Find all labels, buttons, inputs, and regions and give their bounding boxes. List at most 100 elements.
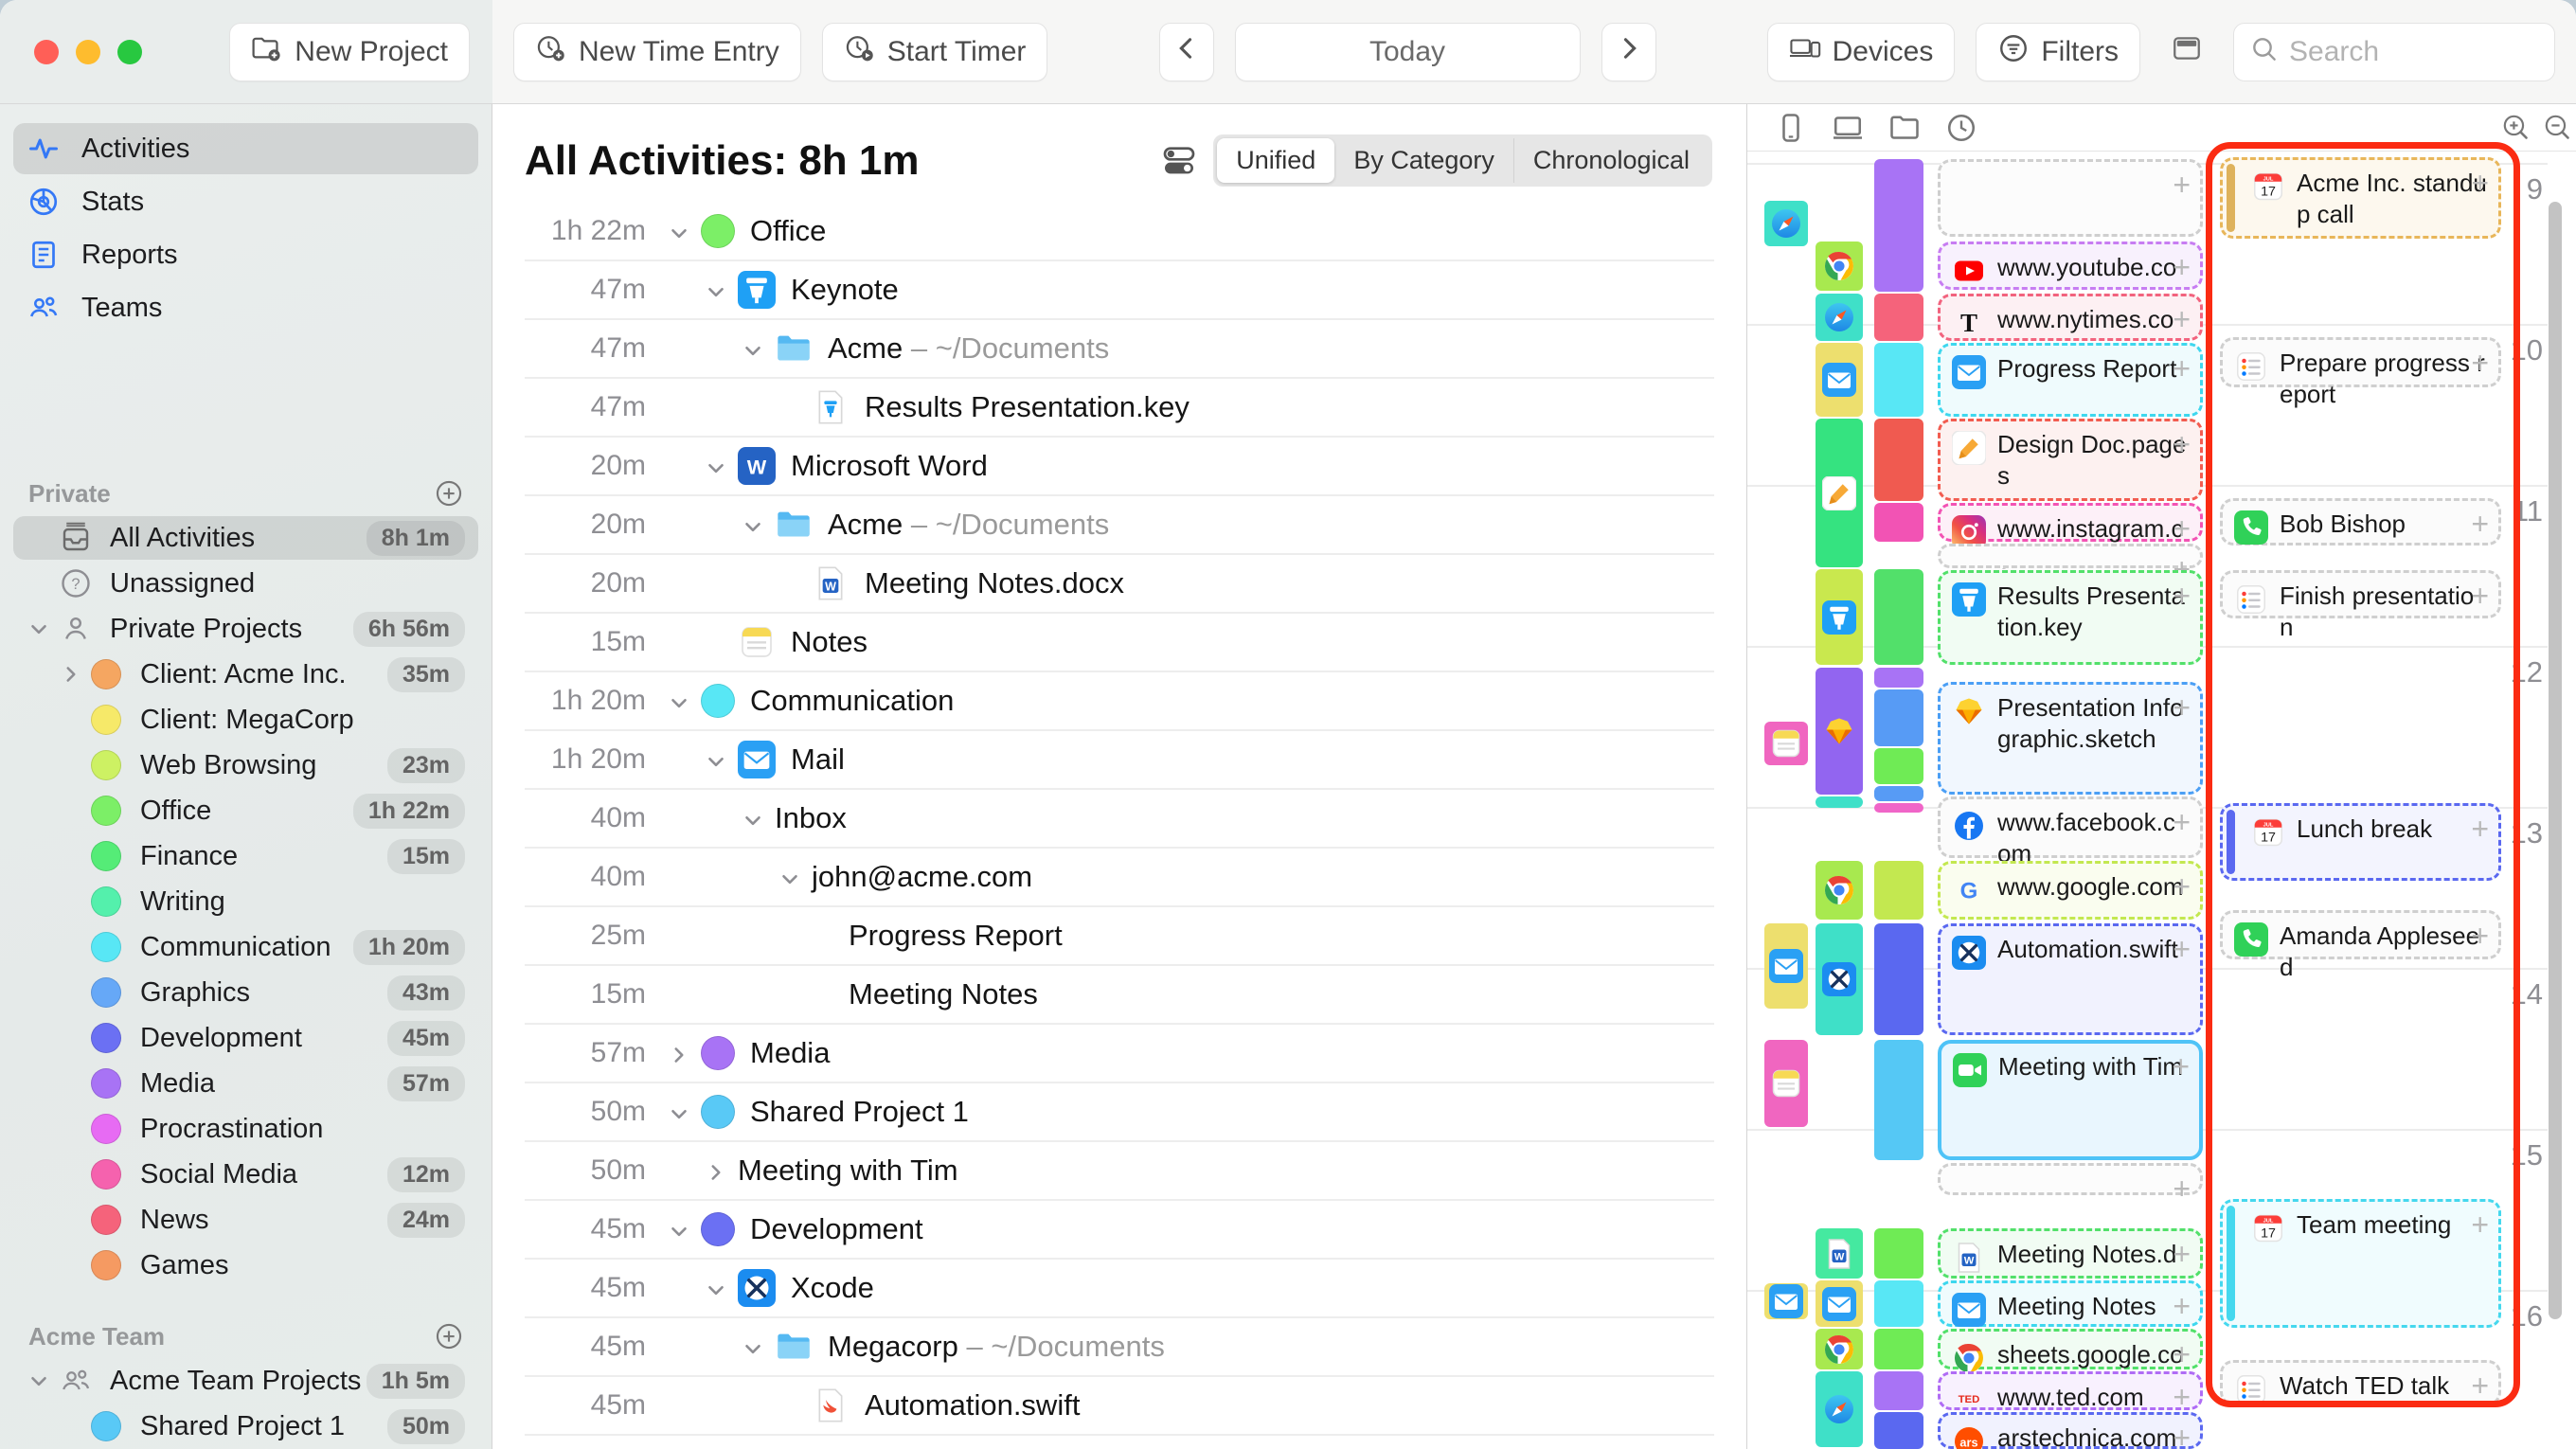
empty-time-slot[interactable]: + bbox=[1938, 159, 2203, 237]
add-plus-icon[interactable]: + bbox=[2471, 1208, 2489, 1242]
sidebar-item[interactable]: Games bbox=[13, 1243, 478, 1287]
mac-icon[interactable] bbox=[1831, 111, 1865, 145]
activity-row[interactable]: 57m Media bbox=[525, 1025, 1714, 1083]
timeline-event[interactable]: Presentation Infographic.sketch + bbox=[1938, 682, 2203, 795]
new-time-entry-button[interactable]: New Time Entry bbox=[513, 22, 801, 81]
empty-time-slot[interactable]: + bbox=[1938, 544, 2203, 584]
chevron-down-icon[interactable] bbox=[667, 689, 691, 713]
activity-row[interactable]: 25m Progress Report bbox=[525, 907, 1714, 966]
add-plus-icon[interactable]: + bbox=[2471, 919, 2489, 953]
timeline-event[interactable]: www.youtube.com+ bbox=[1938, 242, 2203, 313]
sidebar-item[interactable]: Social Media 12m bbox=[13, 1153, 478, 1196]
sidebar-item[interactable]: Office 1h 22m bbox=[13, 789, 478, 832]
activity-row[interactable]: 45m Automation.swift bbox=[525, 1377, 1714, 1436]
calendar-event[interactable]: Amanda Appleseed + bbox=[2220, 910, 2501, 981]
add-plus-icon[interactable]: + bbox=[2173, 690, 2191, 724]
timeline-event[interactable]: Progress Report + bbox=[1938, 343, 2203, 417]
sidebar-item[interactable]: Development 45m bbox=[13, 1016, 478, 1060]
sidebar-item[interactable]: ? Unassigned bbox=[13, 562, 478, 605]
view-mode-unified[interactable]: Unified bbox=[1217, 138, 1335, 183]
timeline-event[interactable]: www.instagram.com+ bbox=[1938, 503, 2203, 574]
sidebar-item[interactable]: Shared Project 1 50m bbox=[13, 1404, 478, 1448]
add-plus-icon[interactable]: + bbox=[2173, 168, 2191, 202]
search-field[interactable] bbox=[2233, 22, 2556, 81]
calendar-event[interactable]: Watch TED talk + bbox=[2220, 1360, 2501, 1405]
timeline-event[interactable]: ars arstechnica.com + bbox=[1938, 1412, 2203, 1449]
chevron-down-icon[interactable] bbox=[704, 1276, 728, 1300]
timeline-event[interactable]: Design Doc.pages + bbox=[1938, 419, 2203, 501]
zoom-out-icon[interactable] bbox=[2542, 112, 2573, 143]
chevron-down-icon[interactable] bbox=[741, 1334, 765, 1359]
previous-day-button[interactable] bbox=[1158, 22, 1214, 81]
activity-row[interactable]: 50m Meeting with Tim bbox=[525, 1142, 1714, 1201]
chevron-right-icon[interactable] bbox=[59, 662, 83, 687]
sidebar-item-reports[interactable]: Reports bbox=[13, 229, 478, 280]
activity-row[interactable]: 20m W Microsoft Word bbox=[525, 438, 1714, 496]
add-plus-icon[interactable]: + bbox=[2173, 932, 2191, 966]
chevron-down-icon[interactable] bbox=[667, 1217, 691, 1242]
add-plus-icon[interactable]: + bbox=[2471, 1368, 2489, 1403]
sidebar-item-activities[interactable]: Activities bbox=[13, 123, 478, 174]
timeline-event[interactable]: Automation.swift + bbox=[1938, 923, 2203, 1035]
chevron-down-icon[interactable] bbox=[741, 336, 765, 361]
add-plus-icon[interactable]: + bbox=[2173, 302, 2191, 336]
activity-row[interactable]: 45m Megacorp – ~/Documents bbox=[525, 1318, 1714, 1377]
sidebar-item[interactable]: Web Browsing 23m bbox=[13, 743, 478, 787]
iphone-icon[interactable] bbox=[1774, 111, 1808, 145]
search-input[interactable] bbox=[2289, 35, 2540, 68]
add-plus-icon[interactable]: + bbox=[2173, 1289, 2191, 1323]
timeline-event[interactable]: Meeting Notes + bbox=[1938, 1280, 2203, 1327]
minimize-button[interactable] bbox=[76, 39, 100, 64]
activity-row[interactable]: 1h 20m Communication bbox=[525, 672, 1714, 731]
sidebar-item[interactable]: Client: Acme Inc. 35m bbox=[13, 653, 478, 696]
activity-row[interactable]: 20m Acme – ~/Documents bbox=[525, 496, 1714, 555]
calendar-event[interactable]: Bob Bishop + bbox=[2220, 498, 2501, 546]
add-plus-icon[interactable]: + bbox=[2173, 427, 2191, 461]
activity-row[interactable]: 40m Inbox bbox=[525, 790, 1714, 849]
timeline-event[interactable]: sheets.google.com+ bbox=[1938, 1329, 2203, 1400]
activity-row[interactable]: 45m Development bbox=[525, 1201, 1714, 1260]
chevron-right-icon[interactable] bbox=[704, 1158, 728, 1183]
empty-time-slot[interactable]: + bbox=[1938, 1163, 2203, 1204]
sidebar-item[interactable]: Media 57m bbox=[13, 1062, 478, 1105]
activity-row[interactable]: 15m Meeting Notes bbox=[525, 966, 1714, 1025]
add-plus-icon[interactable]: + bbox=[2173, 579, 2191, 613]
activity-row[interactable]: 1h 22m Office bbox=[525, 203, 1714, 261]
calendar-event[interactable]: JUL 17 Acme Inc. standup call + bbox=[2220, 157, 2501, 239]
add-plus-icon[interactable]: + bbox=[2173, 250, 2191, 284]
folder-icon[interactable] bbox=[1887, 111, 1922, 145]
add-plus-icon[interactable]: + bbox=[2471, 166, 2489, 200]
add-plus-icon[interactable]: + bbox=[2173, 869, 2191, 903]
filters-button[interactable]: Filters bbox=[1976, 22, 2141, 81]
next-day-button[interactable] bbox=[1601, 22, 1656, 81]
sidebar-item-stats[interactable]: Stats bbox=[13, 176, 478, 227]
zoom-in-icon[interactable] bbox=[2500, 112, 2531, 143]
add-plus-icon[interactable]: + bbox=[2173, 1421, 2191, 1449]
sidebar-item[interactable]: Acme Team Projects 1h 5m bbox=[13, 1359, 478, 1403]
sidebar-item[interactable]: Procrastination bbox=[13, 1107, 478, 1151]
date-picker[interactable]: Today bbox=[1234, 22, 1581, 81]
sidebar-item[interactable]: Finance 15m bbox=[13, 834, 478, 878]
chevron-down-icon[interactable] bbox=[27, 1368, 51, 1393]
sidebar-item[interactable]: News 24m bbox=[13, 1198, 478, 1242]
activity-row[interactable]: 50m Shared Project 1 bbox=[525, 1083, 1714, 1142]
calendar-event[interactable]: Finish presentation + bbox=[2220, 570, 2501, 641]
view-mode-by-category[interactable]: By Category bbox=[1353, 146, 1494, 174]
add-plus-icon[interactable]: + bbox=[2172, 1049, 2190, 1083]
zoom-button[interactable] bbox=[117, 39, 142, 64]
activity-row[interactable]: 45m Xcode bbox=[525, 1260, 1714, 1318]
chevron-right-icon[interactable] bbox=[667, 1041, 691, 1065]
add-plus-icon[interactable]: + bbox=[2173, 1380, 2191, 1414]
activity-row[interactable]: 47m Keynote bbox=[525, 261, 1714, 320]
activity-row[interactable]: 15m Notes bbox=[525, 614, 1714, 672]
add-plus-icon[interactable]: + bbox=[2173, 1237, 2191, 1271]
timeline-scrollbar[interactable] bbox=[2549, 202, 2562, 1319]
sidebar-item[interactable]: All Activities 8h 1m bbox=[13, 516, 478, 560]
new-project-button[interactable]: New Project bbox=[229, 22, 470, 81]
activity-row[interactable]: 1h 20m Mail bbox=[525, 731, 1714, 790]
add-plus-icon[interactable]: + bbox=[2173, 1337, 2191, 1371]
panel-toggle-button[interactable] bbox=[2161, 23, 2212, 81]
sidebar-item[interactable]: Writing bbox=[13, 880, 478, 923]
